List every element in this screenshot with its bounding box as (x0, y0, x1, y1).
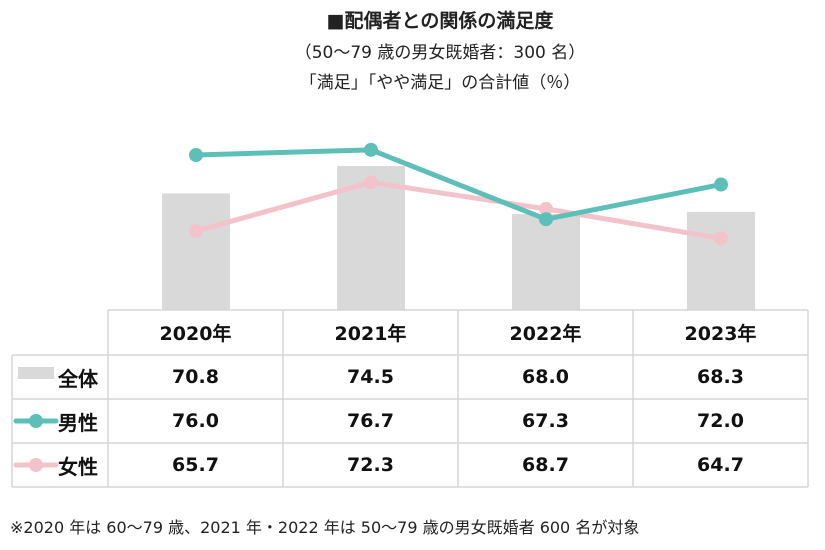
table-cell: 68.3 (697, 366, 744, 388)
column-header: 2021年 (334, 323, 407, 345)
table-cell: 68.0 (522, 366, 569, 388)
point-2-2 (539, 201, 553, 216)
point-1-0 (189, 148, 203, 163)
point-2-1 (364, 175, 378, 190)
point-2-3 (714, 231, 728, 246)
line-1 (195, 147, 722, 222)
point-1-3 (714, 177, 728, 192)
column-header: 2022年 (509, 323, 582, 345)
row-label: 女性 (58, 454, 98, 479)
table-cell: 74.5 (347, 366, 394, 388)
bar-2 (512, 214, 580, 310)
point-1-1 (364, 142, 378, 157)
table-cell: 70.8 (172, 366, 219, 388)
chart-title: ■配偶者との関係の満足度 (326, 10, 554, 32)
table-cell: 72.0 (697, 410, 744, 432)
point-1-2 (539, 212, 553, 227)
bar-0 (162, 193, 230, 310)
row-label: 全体 (58, 366, 98, 391)
line-2 (195, 179, 722, 241)
chart-subtitle: （50～79 歳の男女既婚者：300 名） (294, 43, 586, 63)
table-cell: 64.7 (697, 454, 744, 476)
point-2-0 (189, 224, 203, 239)
bar-3 (687, 211, 755, 310)
column-header: 2023年 (684, 323, 757, 345)
row-label: 男性 (58, 410, 98, 435)
legend-key-point (29, 414, 43, 428)
footnote: ※2020 年は 60～79 歳、2021 年・2022 年は 50～79 歳の… (10, 518, 640, 537)
table-cell: 65.7 (172, 454, 219, 476)
legend-key-point (29, 458, 43, 472)
table-cell: 76.0 (172, 410, 219, 432)
table-cell: 72.3 (347, 454, 394, 476)
table-cell: 76.7 (347, 410, 394, 432)
legend-key-bar (18, 367, 54, 379)
table-cell: 67.3 (522, 410, 569, 432)
chart-subtitle-2: 「満足」「やや満足」の合計値（％） (299, 73, 581, 93)
table-cell: 68.7 (522, 454, 569, 476)
column-header: 2020年 (159, 323, 232, 345)
